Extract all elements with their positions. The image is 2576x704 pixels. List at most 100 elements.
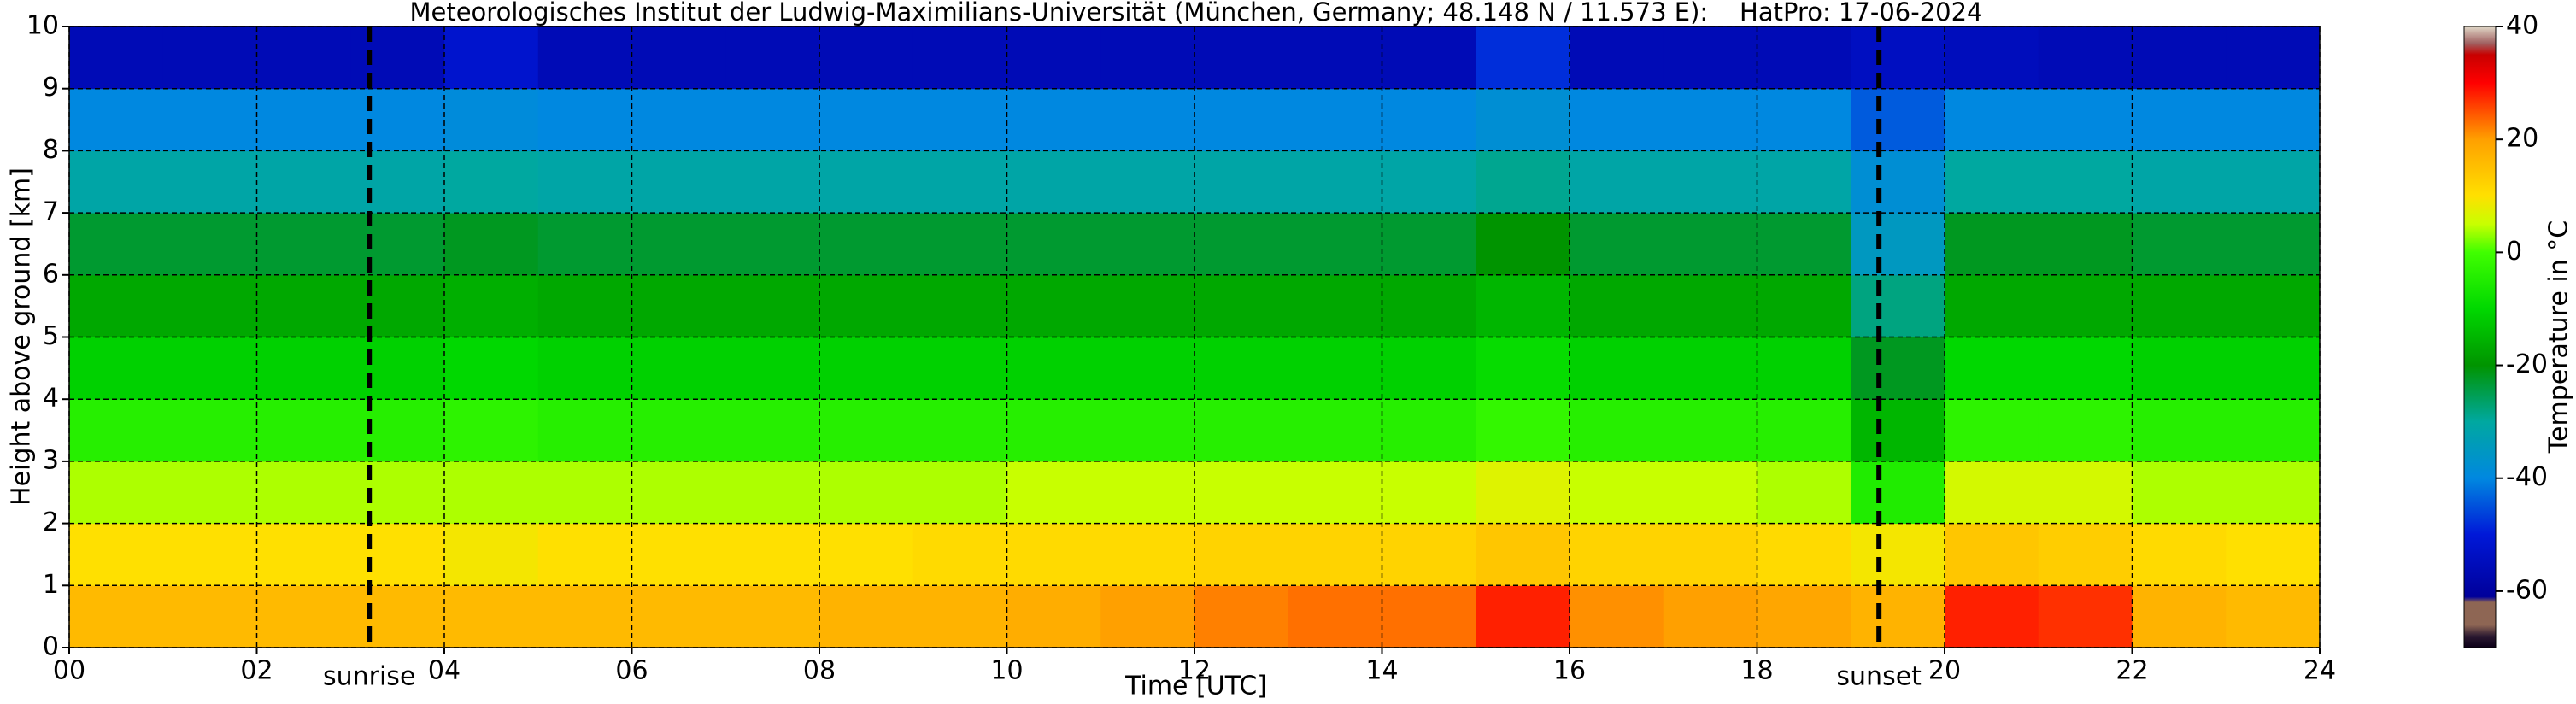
heatmap-cell <box>1757 88 1851 151</box>
heatmap-cell <box>537 337 632 400</box>
heatmap-cell <box>537 274 632 337</box>
colorbar-tick-label: 20 <box>2506 124 2538 154</box>
heatmap-cell <box>631 274 726 337</box>
heatmap-cell <box>1757 274 1851 337</box>
heatmap-cell <box>1757 585 1851 648</box>
heatmap-cell <box>819 523 914 586</box>
heatmap-cell <box>537 150 632 214</box>
y-tick-label: 10 <box>26 11 59 41</box>
heatmap-cell <box>819 274 914 337</box>
x-tick-label: 06 <box>615 656 648 686</box>
heatmap-cell <box>1382 461 1476 525</box>
event-label: sunrise <box>323 662 415 692</box>
heatmap-cell <box>912 26 1007 90</box>
y-tick-label: 6 <box>43 259 59 289</box>
heatmap-cell <box>1570 213 1664 276</box>
heatmap-cell <box>2132 88 2227 151</box>
heatmap-cell <box>631 213 726 276</box>
heatmap-cell <box>256 585 351 648</box>
x-tick-label: 00 <box>53 656 85 686</box>
heatmap-cell <box>1006 337 1101 400</box>
y-tick-label: 4 <box>43 384 59 414</box>
heatmap-cell <box>1757 523 1851 586</box>
heatmap-cell <box>631 523 726 586</box>
heatmap-cell <box>912 274 1007 337</box>
heatmap-cell <box>725 585 820 648</box>
heatmap-cell <box>1851 461 1945 525</box>
heatmap-cell <box>631 461 726 525</box>
x-tick-label: 12 <box>1178 656 1211 686</box>
heatmap-cell <box>725 337 820 400</box>
heatmap-cell <box>819 337 914 400</box>
heatmap-cell <box>69 26 164 90</box>
y-tick-label: 8 <box>43 135 59 165</box>
colorbar-tick-label: -20 <box>2506 349 2548 379</box>
heatmap-cell <box>1382 585 1476 648</box>
heatmap-cell <box>725 213 820 276</box>
heatmap-cell <box>725 150 820 214</box>
heatmap-cell <box>1288 399 1382 462</box>
heatmap-cell <box>2226 399 2321 462</box>
heatmap-cell <box>819 26 914 90</box>
heatmap-cell <box>2132 26 2227 90</box>
heatmap-cell <box>1194 274 1289 337</box>
heatmap-cell <box>819 213 914 276</box>
heatmap-cell <box>631 88 726 151</box>
heatmap-cell <box>2132 585 2227 648</box>
heatmap-cell <box>912 150 1007 214</box>
heatmap-cell <box>256 274 351 337</box>
heatmap-cell <box>1570 274 1664 337</box>
heatmap-cell <box>819 399 914 462</box>
heatmap-cell <box>537 523 632 586</box>
heatmap-cell <box>444 150 539 214</box>
heatmap-cell <box>1851 213 1945 276</box>
heatmap-cell <box>537 461 632 525</box>
heatmap-cell <box>912 337 1007 400</box>
heatmap-cell <box>1100 337 1195 400</box>
heatmap-cell <box>1382 88 1476 151</box>
heatmap-cell <box>1851 399 1945 462</box>
heatmap-cell <box>1476 26 1570 90</box>
heatmap-cell <box>256 150 351 214</box>
heatmap-cell <box>1945 523 2039 586</box>
y-axis-label: Height above ground [km] <box>7 167 37 506</box>
x-tick-label: 16 <box>1553 656 1586 686</box>
heatmap-cell <box>1194 461 1289 525</box>
heatmap-cell <box>350 337 445 400</box>
heatmap-cell <box>1476 213 1570 276</box>
heatmap-cell <box>1006 523 1101 586</box>
heatmap-cell <box>1945 88 2039 151</box>
heatmap-cell <box>2038 150 2133 214</box>
heatmap-cell <box>1100 585 1195 648</box>
heatmap-cell <box>1288 26 1382 90</box>
heatmap-cell <box>1476 461 1570 525</box>
heatmap-cell <box>1288 585 1382 648</box>
heatmap-cell <box>69 461 164 525</box>
heatmap-cell <box>725 399 820 462</box>
heatmap-cell <box>1100 461 1195 525</box>
heatmap-cell <box>162 26 257 90</box>
heatmap-cell <box>444 274 539 337</box>
heatmap-cell <box>631 585 726 648</box>
heatmap-cell <box>2038 274 2133 337</box>
x-axis-label: Time [UTC] <box>1124 672 1267 701</box>
heatmap-cell <box>2226 337 2321 400</box>
heatmap-cell <box>1100 213 1195 276</box>
heatmap-cell <box>1945 274 2039 337</box>
heatmap-cell <box>1006 274 1101 337</box>
heatmap-cell <box>2132 274 2227 337</box>
x-tick-label: 14 <box>1365 656 1398 686</box>
heatmap-cell <box>350 523 445 586</box>
heatmap-cell <box>2226 274 2321 337</box>
heatmap-cell <box>1100 88 1195 151</box>
heatmap-cell <box>69 585 164 648</box>
heatmap-cell <box>2038 337 2133 400</box>
heatmap-cell <box>819 585 914 648</box>
colorbar-label: Temperature in °C <box>2544 220 2574 454</box>
heatmap-cell <box>1663 26 1757 90</box>
heatmap-cell <box>2226 523 2321 586</box>
heatmap-cell <box>69 213 164 276</box>
heatmap-cell <box>631 150 726 214</box>
heatmap-cell <box>1945 399 2039 462</box>
